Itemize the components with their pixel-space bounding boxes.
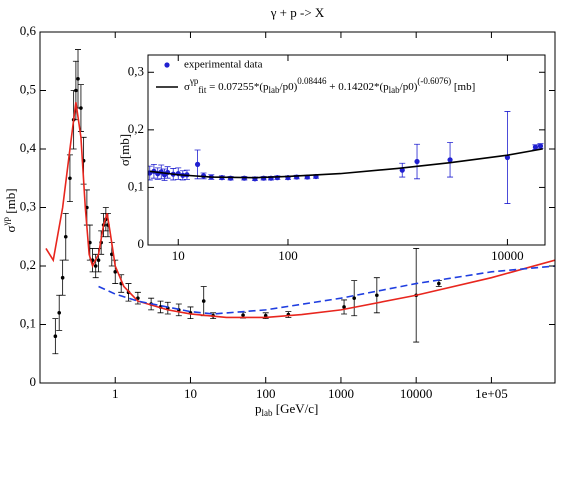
- y-tick-label: 0: [30, 374, 37, 389]
- y-tick-label: 0,2: [20, 257, 36, 272]
- y-tick-label: 0: [138, 236, 145, 251]
- legend-label-part: 0.08446: [297, 76, 327, 86]
- data-point: [76, 77, 80, 81]
- x-tick-label: 100: [256, 386, 276, 401]
- x-tick-label: 10000: [400, 386, 433, 401]
- legend-label-part: [mb]: [451, 81, 475, 93]
- data-point: [414, 158, 420, 165]
- data-point: [447, 157, 453, 163]
- data-point: [93, 264, 98, 268]
- legend-label: σγpfit = 0.07255*(plab/p0)0.08446 + 0.14…: [184, 76, 475, 95]
- legend-swatch: [164, 62, 170, 68]
- x-axis-label: plab [GeV/c]: [255, 401, 318, 418]
- line: [98, 265, 555, 315]
- x-tick-label: 10: [184, 386, 197, 401]
- y-tick-label: 0,6: [20, 23, 37, 38]
- y-tick-label: 0,3: [20, 198, 36, 213]
- chart-title: γ + p -> X: [270, 5, 325, 20]
- y-axis-label: σ[mb]: [117, 134, 132, 166]
- line: [45, 102, 555, 319]
- y-tick-label: 0,1: [128, 178, 144, 193]
- data-point: [68, 176, 72, 181]
- legend-label: experimental data: [184, 59, 263, 71]
- legend-label-part: γp: [189, 76, 199, 86]
- data-point: [437, 281, 441, 286]
- y-tick-label: 0,5: [20, 81, 36, 96]
- data-point: [228, 175, 234, 181]
- data-point: [504, 154, 511, 161]
- x-tick-label: 1: [112, 386, 119, 401]
- x-tick-label: 1000: [328, 386, 354, 401]
- legend-label-part: σ: [184, 81, 190, 93]
- x-tick-label: 100: [278, 248, 298, 263]
- y-axis-label-part: γp: [1, 217, 11, 227]
- legend-label-part: = 0.07255*(p: [206, 81, 269, 93]
- data-point: [63, 234, 68, 239]
- legend-label-part: + 0.14202*(p: [327, 81, 390, 93]
- series-group: [148, 111, 544, 204]
- x-tick-label: 1e+05: [475, 386, 508, 401]
- data-point: [532, 144, 539, 150]
- data-point: [79, 106, 83, 110]
- x-axis-label-part: p: [255, 401, 262, 416]
- data-point: [352, 296, 356, 300]
- data-point: [53, 334, 58, 339]
- y-axis-label: σγp [mb]: [1, 188, 18, 232]
- x-axis-label-part: [GeV/c]: [273, 401, 319, 416]
- legend-label-part: /p0): [400, 81, 418, 93]
- data-point: [201, 299, 206, 303]
- x-axis-label-part: lab: [262, 408, 273, 418]
- legend-label-part: /p0): [280, 81, 298, 93]
- plot-frame: [147, 54, 546, 246]
- y-axis-label-part: [mb]: [3, 188, 18, 217]
- legend-label-part: fit: [198, 85, 206, 95]
- y-tick-label: 0,3: [128, 63, 144, 78]
- data-point: [74, 88, 78, 93]
- y-tick-label: 0,1: [20, 315, 36, 330]
- line: [149, 148, 543, 179]
- data-point: [194, 161, 201, 167]
- legend-label-part: lab: [269, 85, 280, 95]
- data-point: [113, 270, 118, 274]
- y-axis-label-part: σ: [3, 225, 18, 232]
- data-point: [375, 293, 379, 298]
- data-point: [60, 275, 65, 280]
- data-point: [241, 313, 245, 317]
- data-point: [57, 311, 62, 315]
- data-point: [342, 305, 346, 309]
- data-point: [537, 143, 544, 149]
- x-tick-label: 10000: [491, 248, 524, 263]
- y-tick-label: 0,2: [128, 121, 144, 136]
- legend-label-part: lab: [389, 85, 400, 95]
- plot-area: [148, 55, 545, 245]
- legend-label-part: (-0.6076): [417, 76, 451, 86]
- x-tick-label: 10: [172, 248, 185, 263]
- series-group: [45, 49, 555, 355]
- y-tick-label: 0,4: [20, 140, 37, 155]
- data-point: [261, 175, 267, 181]
- data-point: [96, 258, 101, 262]
